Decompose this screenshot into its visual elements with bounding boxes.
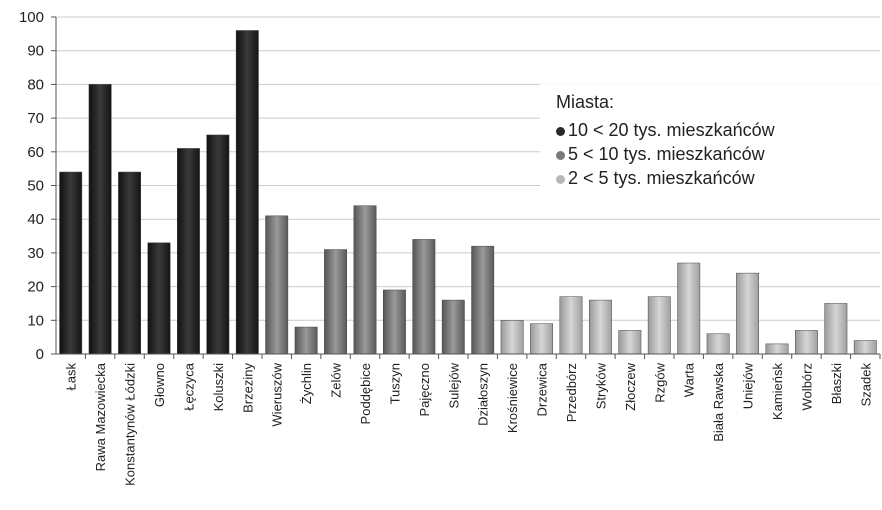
x-tick-label: Łęczyca: [181, 362, 196, 410]
bar-light: [824, 303, 848, 355]
y-tick-label: 80: [27, 76, 44, 93]
x-tick-label: Działoszyn: [476, 363, 491, 426]
legend-label: 2 < 5 tys. mieszkańców: [568, 168, 755, 188]
x-tick-label: Brzeziny: [240, 363, 255, 413]
bar-dark: [59, 171, 83, 355]
legend-swatch-light: [556, 174, 565, 184]
y-tick-label: 100: [19, 9, 44, 26]
x-tick-label: Krośniewice: [505, 363, 520, 433]
x-tick-label: Złoczew: [623, 362, 638, 410]
x-tick-label: Pajęczno: [417, 363, 432, 416]
y-tick-label: 60: [27, 144, 44, 161]
x-tick-label: Kamieńsk: [770, 363, 785, 421]
bar-light: [794, 330, 818, 355]
x-tick-label: Zelów: [329, 362, 344, 397]
x-tick-label: Wolbórz: [799, 363, 814, 410]
bar-light: [500, 320, 524, 355]
y-tick-label: 90: [27, 43, 44, 60]
x-tick-label: Poddębice: [358, 363, 373, 424]
legend-item-medium-towns: 5 < 10 tys. mieszkańców: [556, 144, 765, 165]
x-tick-label: Szadek: [858, 363, 873, 407]
x-tick-label: Błaszki: [829, 363, 844, 404]
y-tick-label: 40: [27, 211, 44, 228]
x-tick-label: Stryków: [593, 362, 608, 409]
bar-dark: [88, 84, 112, 355]
bar-light: [736, 272, 760, 355]
y-tick-label: 50: [27, 178, 44, 195]
y-axis-ticks: 0 10 20 30 40 50 60 70 80 90 100: [19, 9, 56, 363]
x-axis-labels: Łask Rawa Mazowiecka Konstantynów Łódzki Gł…: [64, 354, 881, 486]
bar-medium: [382, 289, 406, 355]
x-tick-label: Łask: [64, 363, 79, 391]
bar-light: [618, 330, 642, 355]
x-tick-label: Biała Rawska: [711, 362, 726, 442]
x-tick-label: Głowno: [152, 363, 167, 407]
bar-light: [765, 343, 789, 355]
x-tick-label: Wieruszów: [270, 362, 285, 426]
legend-swatch-medium: [556, 150, 565, 160]
bar-medium: [412, 239, 436, 355]
bar-light: [530, 323, 554, 355]
bar-light: [853, 340, 877, 355]
legend-item-small-towns: 2 < 5 tys. mieszkańców: [556, 168, 755, 189]
y-tick-label: 20: [27, 279, 44, 296]
bar-light: [588, 299, 612, 355]
y-tick-label: 30: [27, 245, 44, 262]
x-tick-label: Rzgów: [652, 362, 667, 402]
legend-title: Miasta:: [556, 92, 615, 112]
legend: Miasta: 10 < 20 tys. mieszkańców 5 < 10 …: [540, 84, 880, 192]
bar-medium: [294, 326, 318, 355]
bar-dark: [118, 171, 142, 355]
bar-dark: [206, 134, 230, 355]
y-tick-label: 10: [27, 312, 44, 329]
x-tick-label: Tuszyn: [387, 363, 402, 404]
x-tick-label: Warta: [682, 362, 697, 397]
x-tick-label: Drzewica: [535, 362, 550, 416]
bar-light: [647, 296, 671, 355]
x-tick-label: Żychlin: [299, 363, 314, 404]
legend-label: 5 < 10 tys. mieszkańców: [568, 144, 765, 164]
x-tick-label: Rawa Mazowiecka: [93, 362, 108, 471]
bar-light: [559, 296, 583, 355]
bar-light: [677, 262, 701, 355]
legend-label: 10 < 20 tys. mieszkańców: [568, 120, 775, 140]
bar-dark: [147, 242, 171, 355]
bar-medium: [324, 249, 348, 355]
x-tick-label: Uniejów: [741, 362, 756, 409]
bar-dark: [176, 148, 200, 355]
bar-dark: [235, 30, 259, 355]
y-tick-label: 0: [36, 346, 44, 363]
x-tick-label: Koluszki: [211, 363, 226, 412]
bar-light: [706, 333, 730, 355]
x-tick-label: Sulejów: [446, 362, 461, 408]
bar-medium: [471, 245, 495, 355]
bar-medium: [265, 215, 289, 355]
bar-medium: [353, 205, 377, 355]
legend-swatch-dark: [556, 126, 565, 136]
bars: [59, 30, 877, 355]
x-tick-label: Konstantynów Łódzki: [123, 363, 138, 486]
x-tick-label: Przedbórz: [564, 363, 579, 422]
bar-medium: [441, 299, 465, 355]
legend-item-large-towns: 10 < 20 tys. mieszkańców: [556, 120, 775, 141]
y-tick-label: 70: [27, 110, 44, 127]
